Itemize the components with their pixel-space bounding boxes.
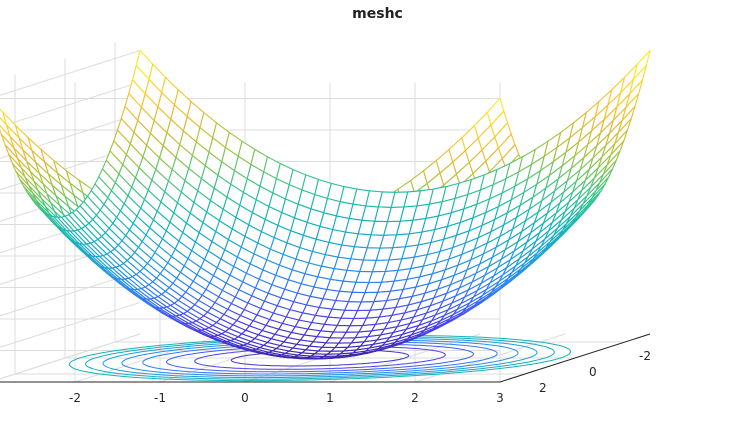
axes-box [0, 333, 651, 383]
x-gridline [0, 333, 141, 380]
x-tick-label: -2 [69, 391, 81, 405]
contour-line [230, 349, 410, 367]
contour-line [194, 346, 446, 370]
y-tick-label: 0 [589, 365, 597, 379]
contour-line [85, 336, 555, 380]
x-tick-label: -1 [154, 391, 166, 405]
y-axis-line [499, 333, 651, 383]
x-tick-label: 2 [411, 391, 419, 405]
y-tick-label: 2 [539, 381, 547, 395]
x-tick-label: 1 [326, 391, 334, 405]
contour-line [165, 343, 475, 373]
chart-title: meshc [352, 6, 403, 22]
mesh-cell [632, 50, 651, 80]
surface-mesh [0, 49, 651, 360]
contour-line [121, 339, 519, 377]
x-tick-label: 3 [496, 391, 504, 405]
contour-line [68, 334, 572, 382]
y-tick-label: -2 [639, 349, 651, 363]
contour-line [142, 341, 498, 375]
x-tick-label: 0 [241, 391, 249, 405]
contour-layer [68, 334, 572, 382]
contour-line [102, 337, 538, 379]
